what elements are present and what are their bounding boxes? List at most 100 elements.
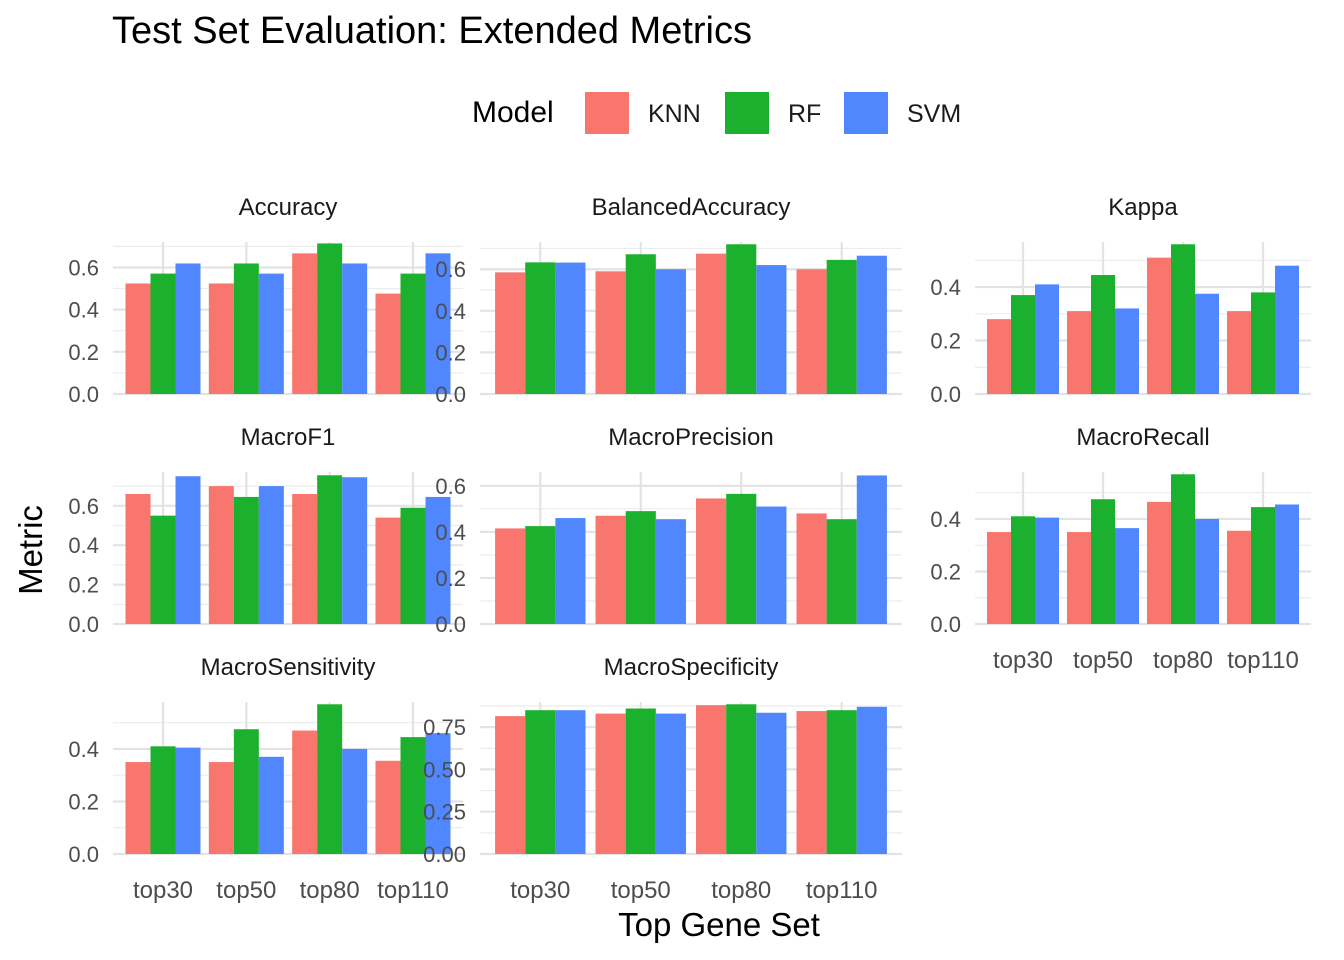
bar-knn-top80 [292, 730, 318, 854]
bar-knn-top50 [595, 271, 626, 394]
facet-macrof1: MacroF1 0.0 0.2 0.4 0.6 [68, 424, 463, 637]
bar-knn-top30 [495, 528, 526, 624]
bar-rf-top50 [625, 254, 656, 394]
x-tick-label: top30 [133, 877, 193, 904]
bar-rf-top110 [826, 519, 857, 624]
bar-rf-top110 [826, 710, 857, 854]
bar-rf-top30 [525, 710, 556, 854]
bar-rf-top80 [1171, 474, 1195, 624]
bar-rf-top110 [400, 507, 426, 624]
y-tick-label: 0.2 [435, 340, 466, 365]
y-tick-label: 0.2 [930, 559, 961, 584]
bar-svm-top80 [756, 506, 787, 624]
bar-knn-top30 [125, 283, 151, 394]
bar-knn-top50 [595, 515, 626, 624]
y-tick-label: 0.2 [68, 573, 99, 598]
bar-knn-top110 [375, 293, 401, 394]
bar-knn-top30 [987, 532, 1011, 624]
bar-svm-top80 [342, 748, 368, 854]
facet-balancedaccuracy: BalancedAccuracy 0.0 0.2 0.4 0.6 [435, 194, 902, 407]
x-tick-label: top110 [806, 877, 878, 904]
bar-knn-top110 [1227, 311, 1251, 394]
y-tick-label: 0.4 [930, 275, 961, 300]
bar-svm-top50 [655, 519, 686, 624]
bar-rf-top80 [317, 243, 343, 394]
bar-svm-top80 [756, 265, 787, 394]
bar-rf-top30 [150, 515, 176, 624]
y-tick-label: 0.4 [930, 507, 961, 532]
legend-swatch-rf [725, 92, 769, 134]
bar-knn-top110 [796, 269, 827, 394]
facet-macrosensitivity: MacroSensitivity 0.0 0.2 0.4 top30 top50 top80… [68, 654, 463, 904]
y-tick-label: 0.4 [435, 299, 466, 324]
bar-knn-top30 [495, 716, 526, 854]
bar-rf-top30 [525, 526, 556, 624]
bar-knn-top80 [1147, 501, 1171, 624]
bar-knn-top110 [375, 760, 401, 854]
facet-accuracy: Accuracy 0.0 0.2 0.4 0.6 [68, 194, 463, 407]
bar-knn-top80 [696, 705, 727, 854]
bar-svm-top50 [258, 486, 284, 624]
bar-rf-top30 [525, 262, 556, 394]
bar-rf-top30 [150, 746, 176, 854]
facet-strip-label: MacroSensitivity [201, 654, 376, 681]
bar-knn-top30 [125, 762, 151, 854]
y-tick-label: 0.2 [930, 329, 961, 354]
bar-rf-top50 [625, 708, 656, 854]
x-tick-label: top110 [377, 877, 449, 904]
bar-svm-top80 [1195, 293, 1219, 394]
y-tick-label: 0.2 [435, 566, 466, 591]
bar-svm-top30 [555, 710, 586, 854]
x-tick-label: top50 [216, 877, 276, 904]
x-tick-label: top30 [510, 877, 570, 904]
bar-rf-top30 [1011, 516, 1035, 624]
bar-knn-top80 [292, 253, 318, 394]
bar-knn-top50 [1067, 532, 1091, 624]
y-tick-label: 0.25 [423, 800, 466, 825]
bar-knn-top50 [208, 762, 234, 854]
y-tick-label: 0.0 [68, 382, 99, 407]
y-tick-label: 0.50 [423, 757, 466, 782]
bar-svm-top110 [856, 706, 887, 854]
bar-rf-top50 [1091, 275, 1115, 394]
legend-label-svm: SVM [907, 100, 962, 128]
x-tick-label: top80 [711, 877, 771, 904]
bar-svm-top30 [1035, 517, 1059, 624]
x-tick-label: top50 [611, 877, 671, 904]
bar-knn-top30 [125, 493, 151, 624]
y-tick-label: 0.4 [435, 520, 466, 545]
bar-knn-top110 [796, 711, 827, 854]
bar-svm-top30 [1035, 284, 1059, 394]
bar-rf-top80 [1171, 244, 1195, 394]
y-tick-label: 0.2 [68, 340, 99, 365]
bar-rf-top50 [233, 263, 259, 394]
x-tick-label: top80 [300, 877, 360, 904]
facet-strip-label: BalancedAccuracy [592, 194, 791, 221]
bar-rf-top110 [826, 259, 857, 394]
bar-rf-top50 [625, 511, 656, 624]
bar-svm-top30 [175, 263, 201, 394]
bar-knn-top110 [375, 517, 401, 624]
bar-svm-top50 [655, 269, 686, 394]
y-tick-label: 0.6 [68, 494, 99, 519]
bar-rf-top110 [400, 273, 426, 394]
legend-swatch-svm [844, 92, 888, 134]
bar-svm-top50 [258, 273, 284, 394]
bar-svm-top50 [258, 756, 284, 854]
chart-title: Test Set Evaluation: Extended Metrics [112, 10, 752, 52]
facet-strip-label: MacroF1 [241, 424, 336, 451]
bar-svm-top80 [756, 712, 787, 854]
bar-knn-top50 [595, 713, 626, 854]
x-tick-label: top50 [1073, 647, 1133, 674]
bar-svm-top80 [1195, 518, 1219, 624]
bar-svm-top30 [175, 476, 201, 624]
y-tick-label: 0.0 [68, 842, 99, 867]
bar-rf-top80 [726, 244, 757, 394]
bar-knn-top50 [1067, 311, 1091, 394]
y-tick-label: 0.00 [423, 842, 466, 867]
bar-rf-top30 [150, 273, 176, 394]
bar-knn-top50 [208, 486, 234, 624]
y-tick-label: 0.2 [68, 789, 99, 814]
